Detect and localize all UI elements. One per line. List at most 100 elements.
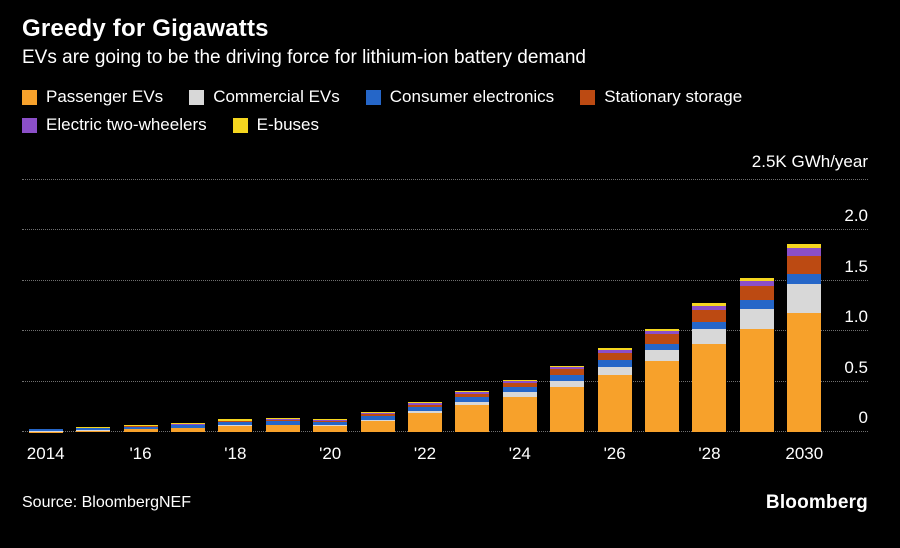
bar-segment-commercial-evs[interactable] [455, 402, 490, 406]
bar-segment-e-buses[interactable] [123, 424, 158, 426]
bar-segment-electric-two-wheelers[interactable] [787, 248, 822, 256]
bar-segment-electric-two-wheelers[interactable] [645, 331, 680, 335]
bar-2020[interactable] [313, 418, 348, 432]
bar-segment-electric-two-wheelers[interactable] [455, 392, 490, 394]
bar-segment-electric-two-wheelers[interactable] [550, 367, 585, 370]
bar-segment-electric-two-wheelers[interactable] [313, 419, 348, 421]
bar-segment-stationary-storage[interactable] [265, 420, 300, 422]
bar-segment-consumer-electronics[interactable] [597, 360, 632, 367]
bar-segment-passenger-evs[interactable] [265, 425, 300, 432]
bar-2016[interactable] [123, 424, 158, 432]
bar-segment-e-buses[interactable] [265, 417, 300, 420]
bar-segment-electric-two-wheelers[interactable] [597, 350, 632, 354]
bar-2014[interactable] [28, 429, 63, 432]
bar-segment-electric-two-wheelers[interactable] [692, 305, 727, 310]
bar-segment-commercial-evs[interactable] [692, 329, 727, 345]
bar-segment-e-buses[interactable] [502, 379, 537, 381]
bar-2018[interactable] [218, 418, 253, 432]
bar-segment-passenger-evs[interactable] [123, 429, 158, 432]
bar-segment-e-buses[interactable] [313, 418, 348, 420]
bar-segment-electric-two-wheelers[interactable] [739, 280, 774, 286]
bar-segment-stationary-storage[interactable] [408, 404, 442, 407]
bar-segment-commercial-evs[interactable] [218, 425, 253, 426]
bar-2024[interactable] [502, 379, 537, 432]
bar-segment-stationary-storage[interactable] [787, 255, 822, 275]
bar-segment-stationary-storage[interactable] [455, 393, 490, 398]
bar-segment-passenger-evs[interactable] [313, 426, 348, 432]
bar-2017[interactable] [170, 422, 205, 432]
bar-segment-consumer-electronics[interactable] [123, 426, 158, 430]
bar-segment-consumer-electronics[interactable] [170, 425, 205, 429]
bar-2026[interactable] [597, 348, 632, 432]
bar-segment-passenger-evs[interactable] [739, 329, 774, 432]
bar-segment-passenger-evs[interactable] [28, 431, 63, 432]
bar-segment-commercial-evs[interactable] [360, 419, 395, 421]
bar-segment-consumer-electronics[interactable] [360, 415, 395, 420]
bar-segment-passenger-evs[interactable] [76, 430, 111, 432]
bar-segment-electric-two-wheelers[interactable] [408, 403, 442, 405]
bar-segment-e-buses[interactable] [645, 329, 680, 332]
bar-2021[interactable] [360, 411, 395, 432]
bar-2019[interactable] [265, 417, 300, 432]
bar-segment-consumer-electronics[interactable] [408, 406, 442, 412]
bar-segment-consumer-electronics[interactable] [28, 429, 63, 432]
bar-segment-e-buses[interactable] [739, 277, 774, 281]
bar-segment-commercial-evs[interactable] [502, 392, 537, 398]
bar-segment-stationary-storage[interactable] [645, 334, 680, 344]
bar-segment-electric-two-wheelers[interactable] [170, 424, 205, 425]
bar-segment-e-buses[interactable] [170, 422, 205, 425]
bar-2015[interactable] [76, 427, 111, 432]
bar-segment-e-buses[interactable] [597, 348, 632, 351]
bar-segment-stationary-storage[interactable] [692, 309, 727, 322]
bar-segment-consumer-electronics[interactable] [787, 274, 822, 284]
bar-segment-passenger-evs[interactable] [408, 413, 442, 432]
bar-segment-stationary-storage[interactable] [550, 369, 585, 375]
bar-segment-consumer-electronics[interactable] [76, 428, 111, 431]
bar-segment-e-buses[interactable] [550, 365, 585, 368]
bar-2022[interactable] [408, 401, 442, 432]
bar-segment-stationary-storage[interactable] [739, 285, 774, 301]
bar-segment-commercial-evs[interactable] [739, 309, 774, 330]
bar-segment-commercial-evs[interactable] [597, 366, 632, 376]
bar-segment-electric-two-wheelers[interactable] [218, 420, 253, 422]
bar-segment-e-buses[interactable] [408, 401, 442, 404]
bar-segment-consumer-electronics[interactable] [550, 374, 585, 381]
bar-segment-consumer-electronics[interactable] [692, 321, 727, 330]
bar-segment-stationary-storage[interactable] [313, 420, 348, 422]
bar-segment-passenger-evs[interactable] [170, 428, 205, 432]
bar-segment-passenger-evs[interactable] [787, 313, 822, 432]
bar-2025[interactable] [550, 365, 585, 432]
bar-segment-consumer-electronics[interactable] [455, 397, 490, 403]
bar-segment-stationary-storage[interactable] [170, 424, 205, 426]
bar-segment-electric-two-wheelers[interactable] [360, 412, 395, 414]
bar-segment-consumer-electronics[interactable] [502, 386, 537, 393]
bar-segment-passenger-evs[interactable] [360, 420, 395, 432]
bar-segment-passenger-evs[interactable] [550, 387, 585, 432]
bar-2029[interactable] [739, 277, 774, 432]
bar-segment-consumer-electronics[interactable] [645, 343, 680, 351]
bar-segment-passenger-evs[interactable] [455, 405, 490, 432]
bar-segment-passenger-evs[interactable] [645, 361, 680, 432]
bar-segment-e-buses[interactable] [360, 411, 395, 413]
bar-segment-consumer-electronics[interactable] [218, 422, 253, 426]
bar-segment-consumer-electronics[interactable] [265, 421, 300, 425]
bar-segment-passenger-evs[interactable] [218, 425, 253, 432]
bar-segment-consumer-electronics[interactable] [313, 421, 348, 426]
bar-segment-commercial-evs[interactable] [265, 424, 300, 426]
bar-2023[interactable] [455, 390, 490, 432]
bar-segment-commercial-evs[interactable] [645, 350, 680, 362]
bar-segment-passenger-evs[interactable] [692, 344, 727, 432]
bar-segment-stationary-storage[interactable] [218, 421, 253, 423]
bar-2027[interactable] [645, 329, 680, 432]
bar-segment-passenger-evs[interactable] [502, 397, 537, 432]
bar-segment-commercial-evs[interactable] [550, 380, 585, 388]
bar-segment-e-buses[interactable] [218, 418, 253, 421]
bar-segment-electric-two-wheelers[interactable] [502, 380, 537, 383]
bar-2030[interactable] [787, 243, 822, 432]
bar-segment-e-buses[interactable] [76, 427, 111, 428]
bar-segment-commercial-evs[interactable] [787, 283, 822, 314]
bar-segment-consumer-electronics[interactable] [739, 300, 774, 310]
bar-segment-electric-two-wheelers[interactable] [265, 419, 300, 421]
bar-segment-passenger-evs[interactable] [597, 375, 632, 432]
bar-segment-commercial-evs[interactable] [408, 411, 442, 414]
